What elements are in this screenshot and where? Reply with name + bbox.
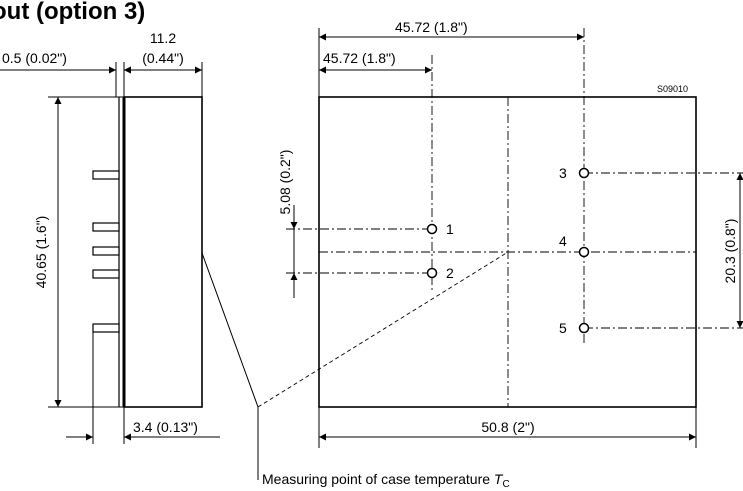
pin-2-label: 2 [446, 265, 454, 281]
pin-1-label: 1 [446, 221, 454, 237]
pin-3-label: 3 [559, 165, 567, 181]
case-temperature-callout: Measuring point of case temperature TC [201, 251, 510, 490]
leader-to-measuring-point [257, 251, 509, 408]
pin-1: 1 [426, 221, 454, 237]
depth-label-line2: (0.44") [142, 50, 184, 66]
pin-5-marker [578, 322, 590, 334]
caption-symbol: T [494, 471, 504, 487]
caption-subscript: C [502, 479, 509, 490]
side-view-pins [92, 170, 120, 333]
height-label: 40.65 (1.6") [33, 216, 49, 289]
inner-offset-label: 45.72 (1.8") [323, 50, 396, 66]
side-view-body [123, 96, 203, 408]
width-label: 50.8 (2") [481, 419, 534, 435]
pin-1-marker [426, 223, 438, 235]
case-temperature-caption: Measuring point of case temperature TC [262, 471, 510, 490]
depth-label-line1: 11.2 [150, 30, 176, 46]
pin-4-marker [578, 246, 590, 258]
pin-3-marker [578, 167, 590, 179]
pin-spacing-right-label: 20.3 (0.8") [722, 219, 738, 284]
gap-label: 0.5 (0.02") [2, 50, 67, 66]
outer-offset-label: 45.72 (1.8") [395, 19, 468, 35]
section-title: out (option 3) [0, 0, 145, 25]
pin-4-label: 4 [559, 233, 567, 249]
pin-4: 4 [559, 233, 590, 258]
pin-2: 2 [426, 265, 454, 281]
pin-5-label: 5 [559, 320, 567, 336]
side-view: 0.5 (0.02") 11.2 (0.44") 40.65 (1.6") 3.… [0, 30, 220, 444]
pin-5: 5 [559, 320, 590, 336]
pin-spacing-left-label: 5.08 (0.2") [277, 150, 293, 215]
pin-3: 3 [559, 165, 590, 181]
leader-to-side-view [201, 252, 259, 408]
pin-offset-label: 3.4 (0.13") [133, 419, 198, 435]
drawing-code: S09010 [657, 84, 688, 94]
pin-2-marker [426, 267, 438, 279]
top-view: S09010 45.72 (1.8") 45.72 (1.8") 5.08 (0… [277, 19, 743, 448]
caption-text: Measuring point of case temperature [262, 471, 494, 487]
